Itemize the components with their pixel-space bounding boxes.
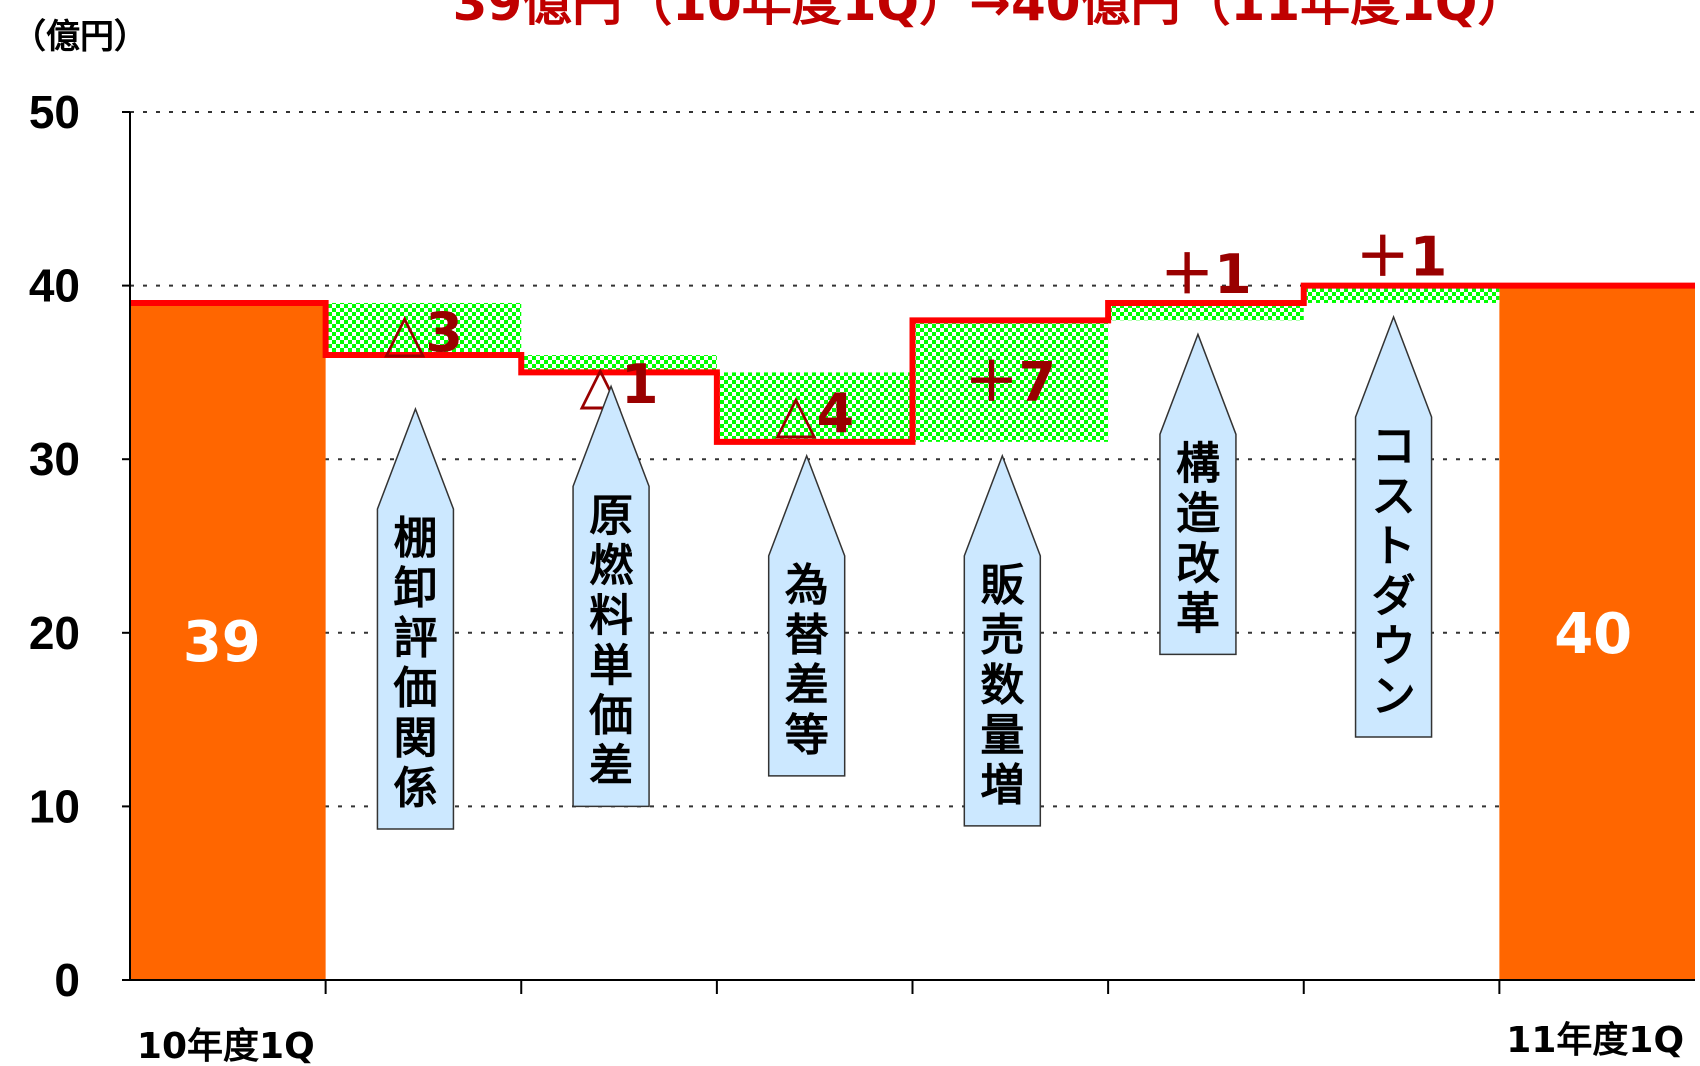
y-tick-label-10: 10 bbox=[29, 780, 80, 832]
step-bar-3 bbox=[716, 372, 913, 442]
x-label-end: 11年度1Q bbox=[1506, 1020, 1684, 1061]
bar-end-value-label: 40 bbox=[1554, 602, 1632, 667]
y-tick-label-30: 30 bbox=[29, 433, 80, 485]
step-callout-3 bbox=[767, 453, 846, 777]
bars bbox=[130, 282, 1695, 981]
step-bar-4 bbox=[912, 320, 1109, 442]
y-tick-label-40: 40 bbox=[29, 260, 80, 312]
grid-lines bbox=[130, 111, 1695, 808]
x-label-start: 10年度1Q bbox=[137, 1026, 315, 1066]
step-callout-6 bbox=[1354, 314, 1433, 738]
step-delta-label-3: △4 bbox=[775, 382, 854, 445]
y-tick-label-0: 0 bbox=[54, 954, 80, 1006]
step-callout-2 bbox=[572, 384, 650, 808]
step-bar-2 bbox=[521, 355, 717, 373]
step-line bbox=[130, 282, 1695, 445]
step-delta-label-4: ＋7 bbox=[965, 350, 1057, 413]
step-name-label-2: 原燃料単価差 bbox=[588, 490, 634, 791]
step-callout-1 bbox=[376, 406, 455, 830]
bar-start bbox=[130, 302, 326, 981]
step-delta-label-5: ＋1 bbox=[1160, 243, 1252, 306]
bar-start-value-label: 39 bbox=[183, 610, 261, 675]
step-name-label-1: 棚卸評価関係 bbox=[392, 513, 437, 814]
step-name-label-3: 為替差等 bbox=[785, 560, 829, 761]
step-name-label-4: 販売数量増 bbox=[980, 560, 1025, 811]
step-callout-4 bbox=[963, 453, 1042, 827]
step-name-label-5: 構造改革 bbox=[1176, 438, 1220, 639]
chart-title: 39億円（10年度1Q）→40億円（11年度1Q） bbox=[453, 0, 1528, 32]
step-delta-label-1: △3 bbox=[384, 301, 463, 364]
bar-end bbox=[1499, 285, 1695, 981]
step-bar-6 bbox=[1303, 285, 1500, 303]
axes: 0 10 20 30 40 50 bbox=[29, 86, 1695, 1006]
y-tick-label-20: 20 bbox=[29, 607, 80, 659]
y-tick-label-50: 50 bbox=[29, 86, 80, 138]
step-bar-5 bbox=[1108, 302, 1304, 321]
step-delta-label-6: ＋1 bbox=[1356, 226, 1448, 289]
step-name-label-6: コストダウン bbox=[1372, 421, 1416, 722]
labels: 39 40△3棚卸評価関係△1原燃料単価差△4為替差等＋7販売数量増＋1構造改革＋… bbox=[137, 226, 1684, 1066]
step-bar-1 bbox=[325, 302, 522, 356]
unit-label: （億円） bbox=[12, 17, 148, 57]
step-callout-5 bbox=[1159, 332, 1237, 656]
